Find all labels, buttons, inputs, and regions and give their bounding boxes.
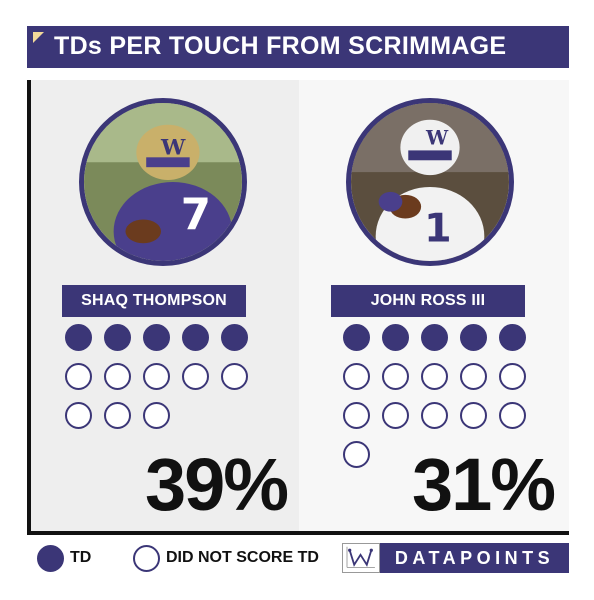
no-td-dot [104, 363, 131, 390]
player-name-left: SHAQ THOMPSON [62, 285, 246, 317]
no-td-dot [143, 402, 170, 429]
td-dot [143, 324, 170, 351]
brand-logo [342, 543, 380, 573]
svg-text:7: 7 [181, 190, 211, 240]
legend-no-td-dot [133, 545, 160, 572]
no-td-dot [382, 363, 409, 390]
td-dot [499, 324, 526, 351]
no-td-dot [143, 363, 170, 390]
percent-left: 39% [145, 443, 289, 526]
player-photo-right: W 1 [346, 98, 514, 266]
frame-bottom-line [27, 531, 569, 535]
title-corner-accent [33, 32, 44, 43]
no-td-dot [499, 402, 526, 429]
td-dot [182, 324, 209, 351]
no-td-dot [65, 363, 92, 390]
brand-name: DATAPOINTS [380, 543, 569, 573]
td-dot [460, 324, 487, 351]
no-td-dot [421, 402, 448, 429]
no-td-dot [343, 363, 370, 390]
legend-td-label: TD [70, 549, 92, 566]
percent-right: 31% [412, 443, 556, 526]
no-td-dot [499, 363, 526, 390]
frame-left-line [27, 80, 31, 535]
svg-text:1: 1 [424, 205, 451, 251]
no-td-dot [421, 363, 448, 390]
w-chart-logo-icon [346, 546, 375, 568]
td-dot [343, 324, 370, 351]
title-bar: TDs PER TOUCH FROM SCRIMMAGE [27, 26, 569, 68]
legend-td-dot [37, 545, 64, 572]
chart-title: TDs PER TOUCH FROM SCRIMMAGE [54, 32, 507, 60]
no-td-dot [343, 402, 370, 429]
no-td-dot [65, 402, 92, 429]
td-dot [104, 324, 131, 351]
player-photo-left: W 7 [79, 98, 247, 266]
no-td-dot [382, 402, 409, 429]
legend-no-td-label: DID NOT SCORE TD [166, 549, 319, 566]
player-name-right: JOHN ROSS III [331, 285, 525, 317]
svg-text:W: W [425, 125, 449, 149]
no-td-dot [104, 402, 131, 429]
td-dot [382, 324, 409, 351]
td-dot [221, 324, 248, 351]
player-photo-icon: W 1 [351, 103, 509, 261]
td-dot [65, 324, 92, 351]
no-td-dot [460, 363, 487, 390]
no-td-dot [221, 363, 248, 390]
td-dot [421, 324, 448, 351]
no-td-dot [182, 363, 209, 390]
player-photo-icon: W 7 [84, 103, 242, 261]
no-td-dot [343, 441, 370, 468]
no-td-dot [460, 402, 487, 429]
svg-text:W: W [160, 135, 186, 160]
